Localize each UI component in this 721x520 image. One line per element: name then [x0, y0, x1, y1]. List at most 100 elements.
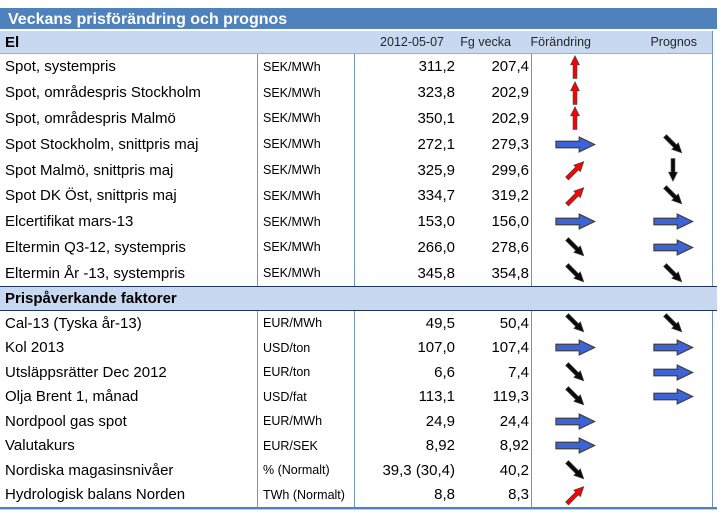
column-header-date: 2012-05-07 — [380, 35, 444, 49]
row-label: Spot, områdespris Stockholm — [0, 79, 258, 106]
row-previous-value: 207,4 — [460, 54, 532, 80]
row-change-cell — [532, 54, 608, 80]
row-change-cell — [532, 260, 608, 286]
row-current-value: 113,1 — [418, 388, 455, 406]
table-row: Elcertifikat mars-13 SEK/MWh 153,0 156,0 — [0, 208, 713, 235]
black-down-diag-arrow-icon — [564, 362, 584, 382]
row-current-value: 266,0 — [417, 238, 455, 256]
row-label: Valutakurs — [0, 433, 258, 459]
row-unit: EUR/MWh — [258, 311, 355, 336]
row-current-value: 24,9 — [425, 412, 455, 430]
column-header-prev-week: Fg vecka — [460, 35, 511, 49]
row-unit: EUR/SEK — [258, 433, 355, 459]
row-current-value: 272,1 — [417, 135, 455, 153]
row-current-value: 49,5 — [425, 314, 455, 332]
row-label: Eltermin Q3-12, systempris — [0, 234, 258, 261]
row-change-cell — [532, 409, 608, 434]
row-forecast-cell — [608, 260, 712, 286]
red-up-diag-arrow-icon — [564, 161, 584, 181]
row-current-value: 8,92 — [425, 437, 455, 455]
row-change-cell — [532, 336, 608, 361]
row-forecast-cell — [608, 235, 712, 261]
row-label: Nordpool gas spot — [0, 409, 258, 434]
red-up-diag-arrow-icon — [564, 187, 584, 207]
row-unit: SEK/MWh — [258, 157, 355, 183]
row-change-cell — [532, 131, 608, 157]
row-forecast-cell — [608, 458, 712, 483]
row-previous-value: 24,4 — [460, 409, 532, 434]
row-change-cell — [532, 483, 608, 508]
row-forecast-cell — [608, 360, 712, 385]
table-row: Eltermin År -13, systempris SEK/MWh 345,… — [0, 260, 713, 287]
row-label: Olja Brent 1, månad — [0, 384, 258, 410]
blue-right-arrow-icon — [652, 388, 694, 406]
blue-right-arrow-icon — [554, 213, 596, 231]
row-forecast-cell — [608, 209, 712, 235]
row-previous-value: 202,9 — [460, 105, 532, 132]
red-up-arrow-icon — [570, 106, 580, 131]
row-previous-value: 107,4 — [460, 335, 532, 361]
black-down-diag-arrow-icon — [564, 237, 584, 257]
row-change-cell — [532, 106, 608, 132]
table-row: Spot, områdespris Malmö SEK/MWh 350,1 20… — [0, 105, 713, 132]
table-row: Utsläppsrätter Dec 2012 EUR/ton 6,6 7,4 — [0, 360, 713, 385]
table-row: Nordpool gas spot EUR/MWh 24,9 24,4 — [0, 409, 713, 434]
row-unit: USD/ton — [258, 335, 355, 361]
section-header-factors: Prispåverkande faktorer — [0, 286, 717, 312]
row-unit: SEK/MWh — [258, 182, 355, 209]
row-label: Utsläppsrätter Dec 2012 — [0, 360, 258, 385]
table-row: Kol 2013 USD/ton 107,0 107,4 — [0, 335, 713, 361]
row-change-cell — [532, 80, 608, 106]
table-bottom-border — [0, 507, 717, 511]
black-down-diag-arrow-icon — [564, 386, 584, 406]
row-current-value: 39,3 (30,4) — [382, 461, 455, 479]
section-factors-rows: Cal-13 (Tyska år-13) EUR/MWh 49,5 50,4 K… — [0, 311, 717, 508]
row-change-cell — [532, 209, 608, 235]
row-current-value: 323,8 — [417, 84, 455, 102]
table-row: Valutakurs EUR/SEK 8,92 8,92 — [0, 433, 713, 459]
row-label: Spot Malmö, snittpris maj — [0, 157, 258, 183]
table-row: Eltermin Q3-12, systempris SEK/MWh 266,0… — [0, 234, 713, 261]
row-previous-value: 8,3 — [460, 482, 532, 508]
row-previous-value: 119,3 — [460, 384, 532, 410]
weekly-price-table: Veckans prisförändring och prognos El 20… — [0, 8, 717, 511]
row-previous-value: 7,4 — [460, 360, 532, 385]
blue-right-arrow-icon — [554, 135, 596, 153]
row-current-value: 311,2 — [418, 58, 455, 76]
table-row: Hydrologisk balans Norden TWh (Normalt) … — [0, 482, 713, 508]
row-label: Spot, systempris — [0, 54, 258, 80]
row-unit: EUR/MWh — [258, 409, 355, 434]
row-forecast-cell — [608, 483, 712, 508]
row-unit: SEK/MWh — [258, 79, 355, 106]
row-unit: USD/fat — [258, 384, 355, 410]
row-previous-value: 202,9 — [460, 79, 532, 106]
row-unit: EUR/ton — [258, 360, 355, 385]
blue-right-arrow-icon — [554, 339, 596, 357]
row-label: Eltermin År -13, systempris — [0, 260, 258, 287]
row-forecast-cell — [608, 80, 712, 106]
row-label: Hydrologisk balans Norden — [0, 482, 258, 508]
blue-right-arrow-icon — [554, 437, 596, 455]
row-label: Nordiska magasinsnivåer — [0, 458, 258, 483]
blue-right-arrow-icon — [554, 413, 596, 430]
column-header-forecast: Prognos — [650, 35, 697, 49]
table-row: Cal-13 (Tyska år-13) EUR/MWh 49,5 50,4 — [0, 311, 713, 336]
row-unit: SEK/MWh — [258, 105, 355, 132]
row-change-cell — [532, 235, 608, 261]
section-el-rows: Spot, systempris SEK/MWh 311,2 207,4 Spo… — [0, 54, 717, 287]
black-down-diag-arrow-icon — [662, 313, 682, 333]
row-change-cell — [532, 458, 608, 483]
row-change-cell — [532, 157, 608, 183]
row-current-value: 345,8 — [417, 264, 455, 282]
black-down-arrow-icon — [668, 158, 678, 183]
row-forecast-cell — [608, 385, 712, 410]
row-previous-value: 299,6 — [460, 157, 532, 183]
table-row: Spot, områdespris Stockholm SEK/MWh 323,… — [0, 79, 713, 106]
row-previous-value: 156,0 — [460, 208, 532, 235]
row-forecast-cell — [608, 131, 712, 157]
red-up-arrow-icon — [570, 54, 580, 79]
row-change-cell — [532, 434, 608, 459]
section-header-el: El — [5, 33, 20, 51]
row-unit: SEK/MWh — [258, 208, 355, 235]
row-unit: % (Normalt) — [258, 458, 355, 483]
